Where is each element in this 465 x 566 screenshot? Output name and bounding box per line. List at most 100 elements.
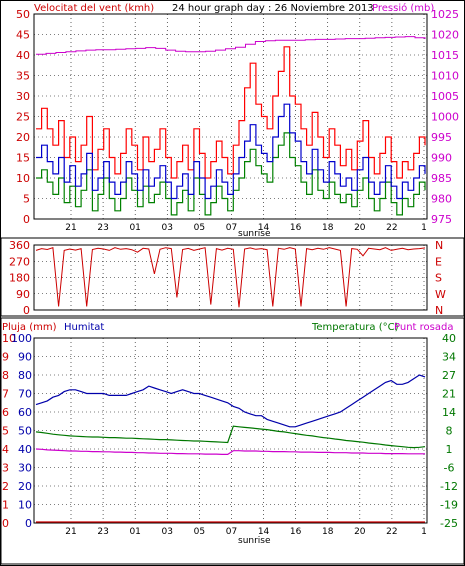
temperature-y-tick-label: -12 — [440, 480, 458, 493]
humidity-y-tick-label: 20 — [18, 480, 32, 493]
pressure-y-tick-label: 1000 — [431, 111, 459, 124]
wind-x-tick-label: 01 — [129, 223, 140, 233]
humidity-y-tick-label: 70 — [18, 388, 32, 401]
wind-speed-axis-label: Velocitat del vent (kmh) — [34, 3, 154, 14]
wind-x-tick-label: 20 — [354, 223, 366, 233]
compass-label: E — [435, 255, 442, 268]
direction-series — [35, 247, 426, 308]
temperature-y-tick-label: 27 — [442, 369, 456, 382]
pressure-y-tick-label: 990 — [431, 152, 452, 165]
direction-y-ticks: 0 90 180 270 360 — [9, 239, 30, 317]
rain-y-tick-label: 2 — [2, 480, 9, 493]
wind-y-tick-label: 50 — [16, 8, 30, 21]
rain-y-tick-label: 3 — [2, 462, 9, 475]
wind-y-tick-label: 40 — [16, 49, 30, 62]
pressure-y-tick-label: 985 — [431, 172, 452, 185]
pressure-y-tick-label: 1020 — [431, 29, 459, 42]
temperature-y-tick-label: -25 — [440, 517, 458, 530]
rain-y-tick-label: 4 — [2, 443, 9, 456]
dewpoint-axis-label: Punt rosada — [394, 322, 453, 333]
wind-x-tick-label: 18 — [322, 223, 334, 233]
humidity-y-tick-label: 80 — [18, 369, 32, 382]
pressure-axis-label: Pressió (mb) — [372, 2, 434, 14]
climate-x-tick-label: 21 — [65, 527, 76, 537]
wind-x-tick-label: 05 — [194, 223, 205, 233]
climate-x-tick-label: 07 — [226, 527, 237, 537]
direction-series-line — [35, 247, 426, 308]
wind-x-tick-label: 22 — [386, 223, 397, 233]
wind-y-tick-label: 30 — [16, 90, 30, 103]
direction-y-tick-label: 270 — [9, 255, 30, 268]
wind-y-tick-label: 45 — [16, 29, 30, 42]
compass-label: N — [435, 239, 443, 252]
humidity-y-tick-label: 100 — [11, 332, 32, 345]
humidity-series-line — [35, 374, 426, 428]
wind-y-tick-label: 10 — [16, 172, 30, 185]
wind-x-tick-label: 14 — [258, 223, 270, 233]
temperature-series-line — [35, 425, 426, 449]
climate-series — [35, 374, 426, 523]
rain-y-tick-label: 8 — [2, 369, 9, 382]
rain-y-tick-label: 9 — [2, 351, 9, 364]
rain-y-tick-label: 6 — [2, 406, 9, 419]
humidity-axis-label: Humitat — [64, 322, 104, 333]
chart-title: 24 hour graph day : 26 Noviembre 2013 — [172, 3, 374, 14]
temperature-y-tick-label: 1 — [446, 443, 453, 456]
climate-x-tick-label: 22 — [386, 527, 397, 537]
direction-y-tick-label: 360 — [9, 239, 30, 252]
temperature-y-ticks: -25 -19 -12 -6 1 8 14 21 27 34 40 — [440, 332, 458, 530]
rain-axis-label: Pluja (mm) — [2, 322, 57, 333]
humidity-y-tick-label: 30 — [18, 462, 32, 475]
wind-sunrise-label: sunrise — [238, 229, 271, 239]
wind-x-tick-label: 16 — [290, 223, 302, 233]
wind-y-tick-label: 20 — [16, 131, 30, 144]
climate-panel-border — [0, 317, 465, 565]
climate-x-tick-label: 03 — [162, 527, 173, 537]
temperature-y-tick-label: 21 — [442, 388, 456, 401]
climate-x-tick-label: 1 — [421, 527, 427, 537]
wind-y-tick-label: 5 — [23, 193, 30, 206]
wind-y-ticks: 0 5 10 15 20 25 30 35 40 45 50 — [16, 8, 30, 226]
wind-x-tick-label: 1 — [421, 223, 427, 233]
wind-y-tick-label: 25 — [16, 111, 30, 124]
wind-series — [36, 36, 426, 216]
wind-x-tick-label: 21 — [65, 223, 76, 233]
temperature-axis-label: Temperatura (°C) — [311, 322, 399, 333]
direction-y-tick-label: 0 — [23, 304, 30, 317]
humidity-y-tick-label: 60 — [18, 406, 32, 419]
direction-grid — [34, 244, 427, 311]
compass-label: N — [435, 304, 443, 317]
climate-x-tick-label: 14 — [258, 527, 270, 537]
pressure-y-tick-label: 975 — [431, 213, 452, 226]
wind-x-tick-label: 03 — [162, 223, 173, 233]
wind-y-tick-label: 15 — [16, 152, 30, 165]
wind-x-tick-label: 07 — [226, 223, 237, 233]
climate-x-tick-label: 20 — [354, 527, 366, 537]
rain-y-tick-label: 5 — [2, 425, 9, 438]
humidity-y-tick-label: 40 — [18, 443, 32, 456]
rain-y-tick-label: 10 — [2, 332, 16, 345]
compass-label: W — [435, 288, 446, 301]
temperature-y-tick-label: 8 — [446, 425, 453, 438]
pressure-y-ticks: 975 980 985 990 995 1000 1005 1010 1015 1020 1025 — [431, 8, 459, 226]
pressure-y-tick-label: 1015 — [431, 49, 459, 62]
temperature-y-tick-label: 14 — [442, 406, 456, 419]
direction-y-tick-label: 90 — [16, 288, 30, 301]
climate-x-tick-label: 18 — [322, 527, 334, 537]
climate-sunrise-label: sunrise — [238, 536, 271, 546]
pressure-series-line — [36, 36, 426, 55]
pressure-y-tick-label: 1025 — [431, 8, 459, 21]
wind-x-ticks: 21 23 01 03 05 07 14 16 18 20 22 1 — [65, 223, 427, 233]
temperature-y-tick-label: -6 — [444, 462, 455, 475]
humidity-y-tick-label: 0 — [25, 517, 32, 530]
wind-x-tick-label: 23 — [97, 223, 108, 233]
direction-y-tick-label: 180 — [9, 272, 30, 285]
wind-grid — [34, 13, 427, 220]
compass-label: S — [435, 272, 442, 285]
climate-x-tick-label: 05 — [194, 527, 205, 537]
pressure-y-tick-label: 1010 — [431, 70, 459, 83]
rain-y-tick-label: 1 — [2, 499, 9, 512]
pressure-y-tick-label: 995 — [431, 131, 452, 144]
